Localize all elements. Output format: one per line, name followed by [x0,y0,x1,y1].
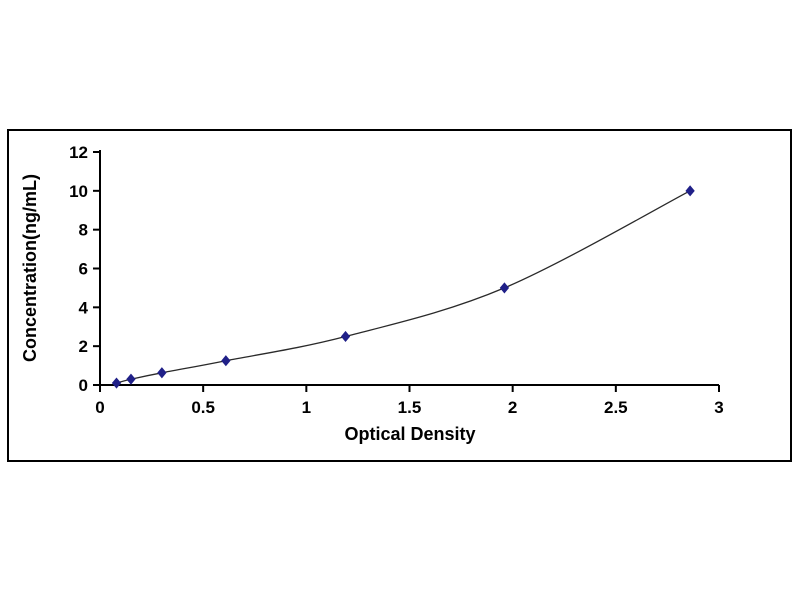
data-point-marker [111,377,122,389]
y-tick-label: 4 [79,298,89,317]
data-point-marker [221,355,231,367]
x-tick-label: 3 [714,398,723,417]
x-tick-label: 1.5 [398,398,422,417]
standard-curve-line [116,190,691,384]
chart-dynamic-content: 0 0.5 1 1.5 2 2.5 3 0 2 4 6 8 10 12 [69,143,724,417]
x-tick-label: 0 [95,398,104,417]
y-tick-label: 2 [79,337,88,356]
x-tick-label: 2.5 [604,398,628,417]
data-point-marker [499,282,510,294]
chart-frame [7,129,792,462]
data-point-marker [340,330,351,343]
x-axis-label: Optical Density [344,424,475,444]
y-tick-label: 0 [79,376,88,395]
y-axis-label: Concentration(ng/mL) [20,174,40,362]
data-point-marker [157,367,167,379]
x-tick-label: 1 [302,398,311,417]
y-tick-label: 12 [69,143,88,162]
y-tick-label: 6 [79,260,88,279]
y-tick-label: 8 [79,221,88,240]
x-tick-label: 0.5 [191,398,215,417]
data-point-marker [685,185,695,197]
data-point-marker [126,373,136,385]
y-tick-label: 10 [69,182,88,201]
x-tick-label: 2 [508,398,517,417]
